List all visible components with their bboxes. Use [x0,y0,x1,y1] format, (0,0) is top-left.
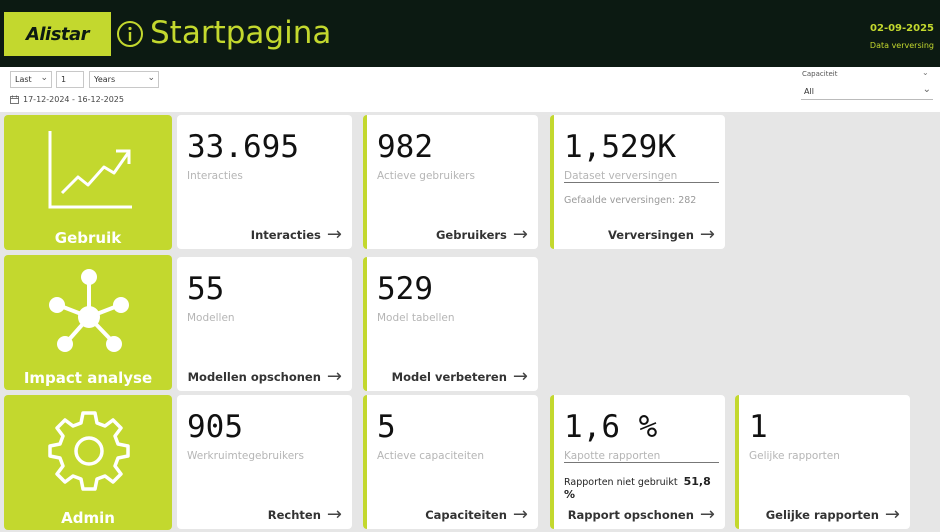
kpi-card-broken-reports: 1,6 % Kapotte rapporten Rapporten niet g… [550,395,725,529]
section-label: Impact analyse [23,369,153,387]
section-admin[interactable]: Admin [4,395,172,530]
divider [564,462,719,463]
capacity-select[interactable]: All ⌄ [801,84,933,100]
link-label: Model verbeteren [391,370,507,384]
section-impact[interactable]: Impact analyse [4,255,172,390]
users-link[interactable]: Gebruikers → [436,226,528,244]
kpi-value: 982 [377,129,433,165]
arrow-right-icon: → [326,504,342,525]
kpi-value: 5 [377,409,396,445]
report-cleanup-link[interactable]: Rapport opschonen → [568,506,715,524]
model-tables-link[interactable]: Model verbeteren → [392,368,528,386]
link-label: Gelijke rapporten [765,508,879,522]
gear-icon [48,411,130,491]
unused-reports-label: Rapporten niet gebruikt [564,477,678,488]
unused-reports-value: 51,8 % [564,475,711,501]
kpi-value: 55 [187,271,225,307]
kpi-value: 905 [187,409,243,445]
kpi-label: Dataset verversingen [564,170,678,182]
period-count-value: 1 [61,75,67,84]
kpi-value: 1 [749,409,768,445]
kpi-value: 529 [377,271,433,307]
date-range-text: 17-12-2024 - 16-12-2025 [23,95,124,104]
arrow-right-icon: → [699,504,715,525]
period-mode-value: Last [15,75,32,84]
logo-text: Alistar [25,23,90,45]
link-label: Capaciteiten [425,508,507,522]
alistar-logo: Alistar [4,12,111,56]
kpi-label: Actieve capaciteiten [377,450,484,462]
unused-reports: Rapporten niet gebruikt 51,8 % [564,475,725,501]
kpi-label: Actieve gebruikers [377,170,475,182]
kpi-card-workspace-users: 905 Werkruimtegebruikers Rechten → [177,395,352,529]
kpi-card-equal-reports: 1 Gelijke rapporten Gelijke rapporten → [735,395,910,529]
kpi-card-interactions: 33.695 Interacties Interacties → [177,115,352,249]
period-count-input[interactable]: 1 [56,71,84,88]
refresh-label: Data verversing [869,41,934,50]
arrow-right-icon: → [699,224,715,245]
kpi-card-refreshes: 1,529K Dataset verversingen Gefaalde ver… [550,115,725,249]
arrow-right-icon: → [512,504,528,525]
filter-bar: Last ⌄ 1 Years ⌄ 17-12-2024 - 16-12-2025… [0,67,940,112]
section-label: Admin [61,509,115,527]
link-label: Rapport opschonen [567,508,694,522]
refreshes-link[interactable]: Verversingen → [608,226,715,244]
chevron-down-icon: ⌄ [147,73,155,83]
divider [564,182,719,183]
kpi-value: 1,6 % [564,409,658,445]
chevron-down-icon: ⌄ [40,73,48,83]
section-usage[interactable]: Gebruik [4,115,172,250]
link-label: Gebruikers [435,228,507,242]
chevron-down-icon[interactable]: ⌄ [922,68,929,77]
kpi-label: Kapotte rapporten [564,450,661,462]
kpi-label: Gelijke rapporten [749,450,840,462]
kpi-label: Model tabellen [377,312,455,324]
kpi-label: Werkruimtegebruikers [187,450,304,462]
kpi-value: 1,529K [564,129,676,165]
section-label: Gebruik [54,229,122,247]
line-chart-trend-icon [48,131,132,209]
link-label: Modellen opschonen [187,370,321,384]
rights-link[interactable]: Rechten → [268,506,342,524]
top-header: Alistar Startpagina 02-09-2025 Data verv… [0,0,940,67]
period-mode-select[interactable]: Last ⌄ [10,71,52,88]
models-link[interactable]: Modellen opschonen → [188,368,342,386]
arrow-right-icon: → [512,224,528,245]
kpi-card-model-tables: 529 Model tabellen Model verbeteren → [363,257,538,391]
equal-reports-link[interactable]: Gelijke rapporten → [766,506,900,524]
link-label: Rechten [267,508,321,522]
link-label: Interacties [250,228,321,242]
kpi-label: Interacties [187,170,243,182]
capacity-value: All [804,87,814,96]
kpi-value: 33.695 [187,129,299,165]
capacity-label: Capaciteit [802,70,838,78]
capacities-link[interactable]: Capaciteiten → [425,506,528,524]
arrow-right-icon: → [512,366,528,387]
kpi-label: Modellen [187,312,235,324]
failed-refreshes: Gefaalde verversingen: 282 [564,195,697,206]
calendar-icon [10,95,19,104]
link-label: Verversingen [608,228,694,242]
info-icon[interactable] [116,20,144,48]
kpi-card-capacities: 5 Actieve capaciteiten Capaciteiten → [363,395,538,529]
kpi-card-models: 55 Modellen Modellen opschonen → [177,257,352,391]
interactions-link[interactable]: Interacties → [251,226,342,244]
period-unit-select[interactable]: Years ⌄ [89,71,159,88]
kpi-card-users: 982 Actieve gebruikers Gebruikers → [363,115,538,249]
arrow-right-icon: → [326,366,342,387]
network-hub-icon [49,269,129,352]
refresh-date: 02-09-2025 [870,23,934,34]
arrow-right-icon: → [326,224,342,245]
chevron-down-icon: ⌄ [922,84,931,95]
arrow-right-icon: → [884,504,900,525]
period-unit-value: Years [94,75,116,84]
page-title: Startpagina [150,15,332,51]
date-range: 17-12-2024 - 16-12-2025 [10,95,124,104]
